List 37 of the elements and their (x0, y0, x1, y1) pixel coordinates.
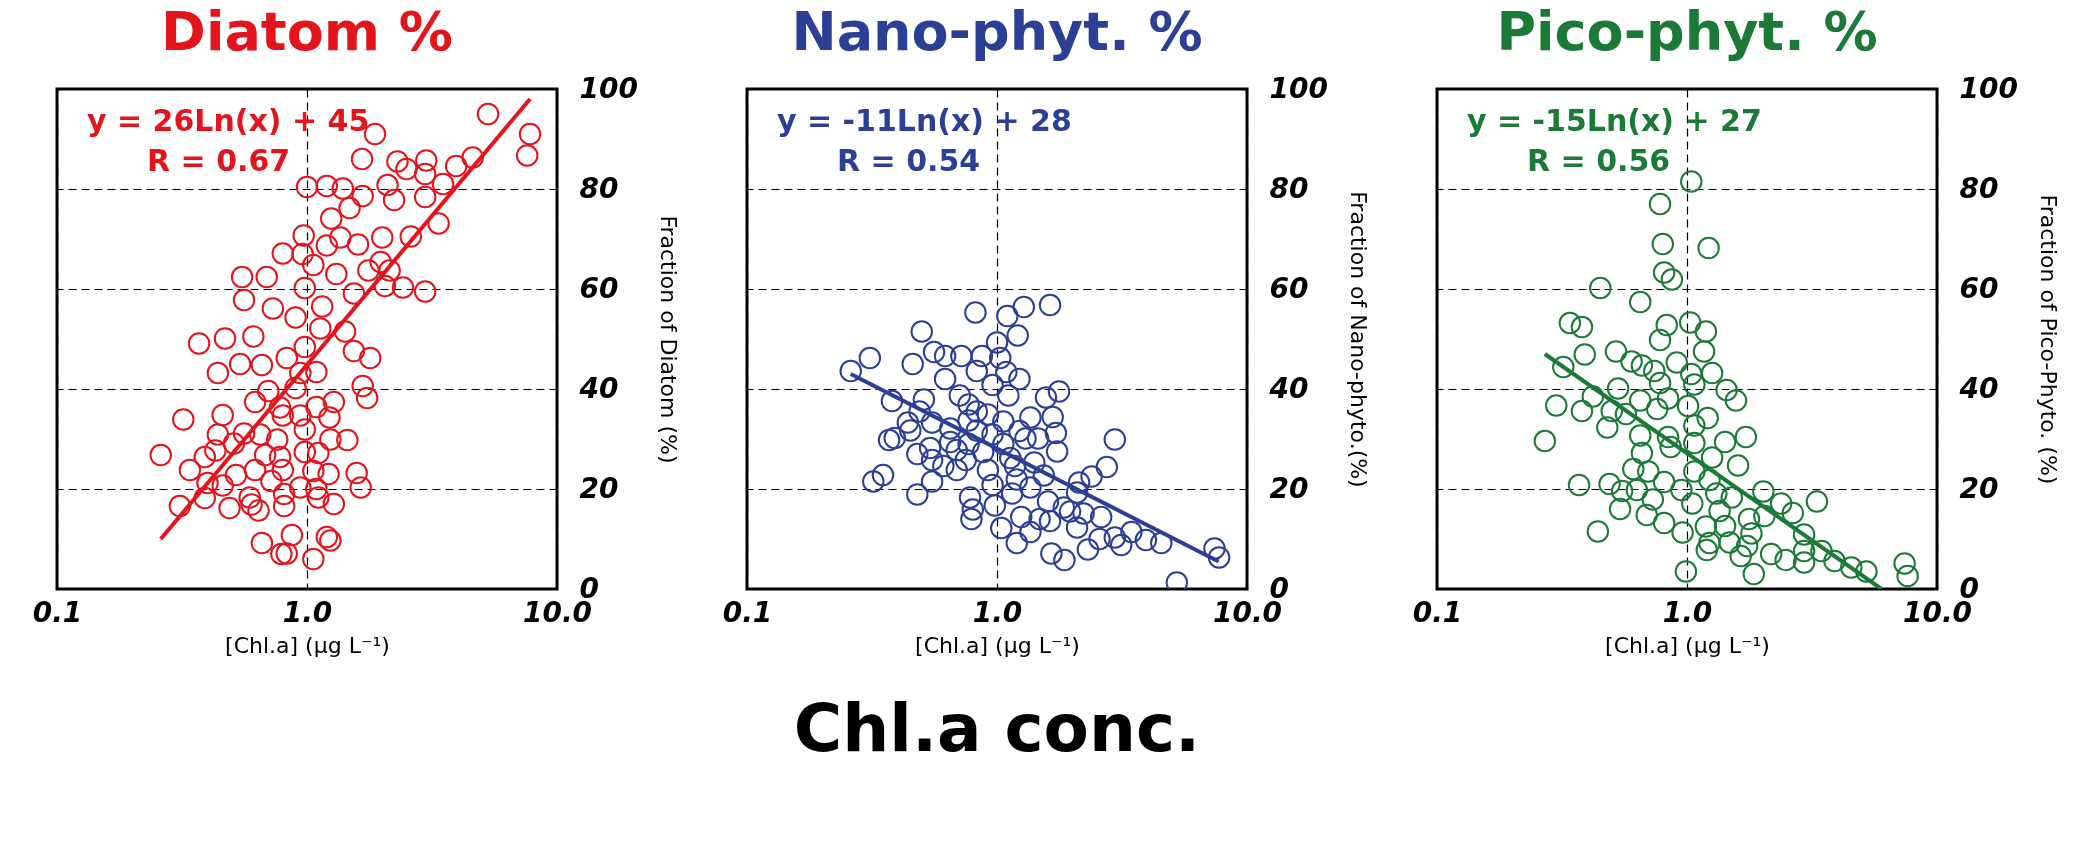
annotation: R = 0.56 (1527, 143, 1671, 178)
y-axis-title: Fraction of Nano-phyto.(%) (1345, 191, 1371, 488)
x-axis-title: [Chl.a] (μg L⁻¹) (915, 632, 1080, 658)
annotation: y = -11Ln(x) + 28 (777, 103, 1072, 138)
y-tick-label: 100 (579, 71, 638, 105)
x-tick-label: 0.1 (32, 595, 83, 629)
x-axis-title: [Chl.a] (μg L⁻¹) (1605, 632, 1770, 658)
y-tick-label: 40 (1268, 371, 1309, 405)
y-tick-label: 100 (1269, 71, 1328, 105)
y-axis-title: Fraction of Diatom (%) (655, 215, 681, 464)
y-tick-label: 80 (579, 171, 619, 205)
y-tick-label: 60 (1959, 271, 1999, 305)
y-tick-label: 80 (1959, 171, 1999, 205)
y-tick-label: 20 (579, 471, 619, 505)
text: Chl.a conc. (793, 690, 1201, 767)
annotation: R = 0.67 (147, 143, 291, 178)
chart-title: Diatom % (161, 0, 453, 63)
x-tick-label: 0.1 (722, 595, 773, 629)
y-tick-label: 40 (578, 371, 619, 405)
annotation: y = -15Ln(x) + 27 (1467, 103, 1762, 138)
y-tick-label: 60 (579, 271, 619, 305)
x-tick-label: 0.1 (1412, 595, 1463, 629)
x-tick-label: 1.0 (1662, 595, 1713, 629)
y-tick-label: 100 (1959, 71, 2018, 105)
x-axis-title: [Chl.a] (μg L⁻¹) (225, 632, 390, 658)
annotation: y = 26Ln(x) + 45 (87, 103, 370, 138)
y-tick-label: 20 (1269, 471, 1309, 505)
chart-title: Pico-phyt. % (1496, 0, 1878, 63)
y-tick-label: 20 (1959, 471, 1999, 505)
chart-title: Nano-phyt. % (791, 0, 1203, 63)
x-tick-label: 1.0 (282, 595, 333, 629)
y-axis-title: Fraction of Pico-Phyto. (%) (2035, 194, 2061, 485)
y-tick-label: 80 (1269, 171, 1309, 205)
y-tick-label: 40 (1958, 371, 1999, 405)
x-tick-label: 1.0 (972, 595, 1023, 629)
y-tick-label: 60 (1269, 271, 1309, 305)
annotation: R = 0.54 (837, 143, 981, 178)
